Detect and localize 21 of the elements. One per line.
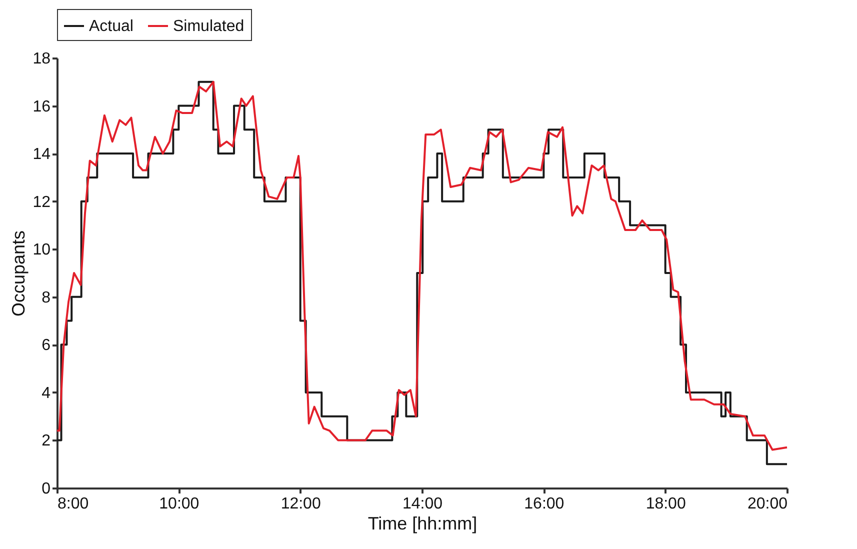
y-tick-label: 6 [42,337,51,354]
y-tick-label: 12 [32,194,51,211]
x-tick-label: 14:00 [402,496,443,512]
y-tick-label: 16 [32,98,51,116]
x-tick-label: 12:00 [280,496,321,512]
y-tick-label: 8 [42,289,51,306]
y-tick-label: 0 [42,480,51,498]
y-tick-label: 14 [32,146,51,164]
legend-label: Simulated [173,18,244,35]
y-axis-title: Occupants [8,230,29,317]
y-tick-label: 10 [32,242,51,259]
y-tick-label: 2 [42,432,51,450]
y-tick-label: 4 [42,384,51,402]
x-tick-label: 20:00 [747,496,788,512]
x-tick-label: 8:00 [58,496,89,512]
x-tick-label: 16:00 [524,496,564,512]
legend-label: Actual [89,18,134,35]
x-tick-label: 10:00 [159,496,200,512]
x-tick-label: 18:00 [646,496,686,512]
y-tick-label: 18 [32,50,51,68]
x-axis-title: Time [hh:mm] [368,514,478,534]
